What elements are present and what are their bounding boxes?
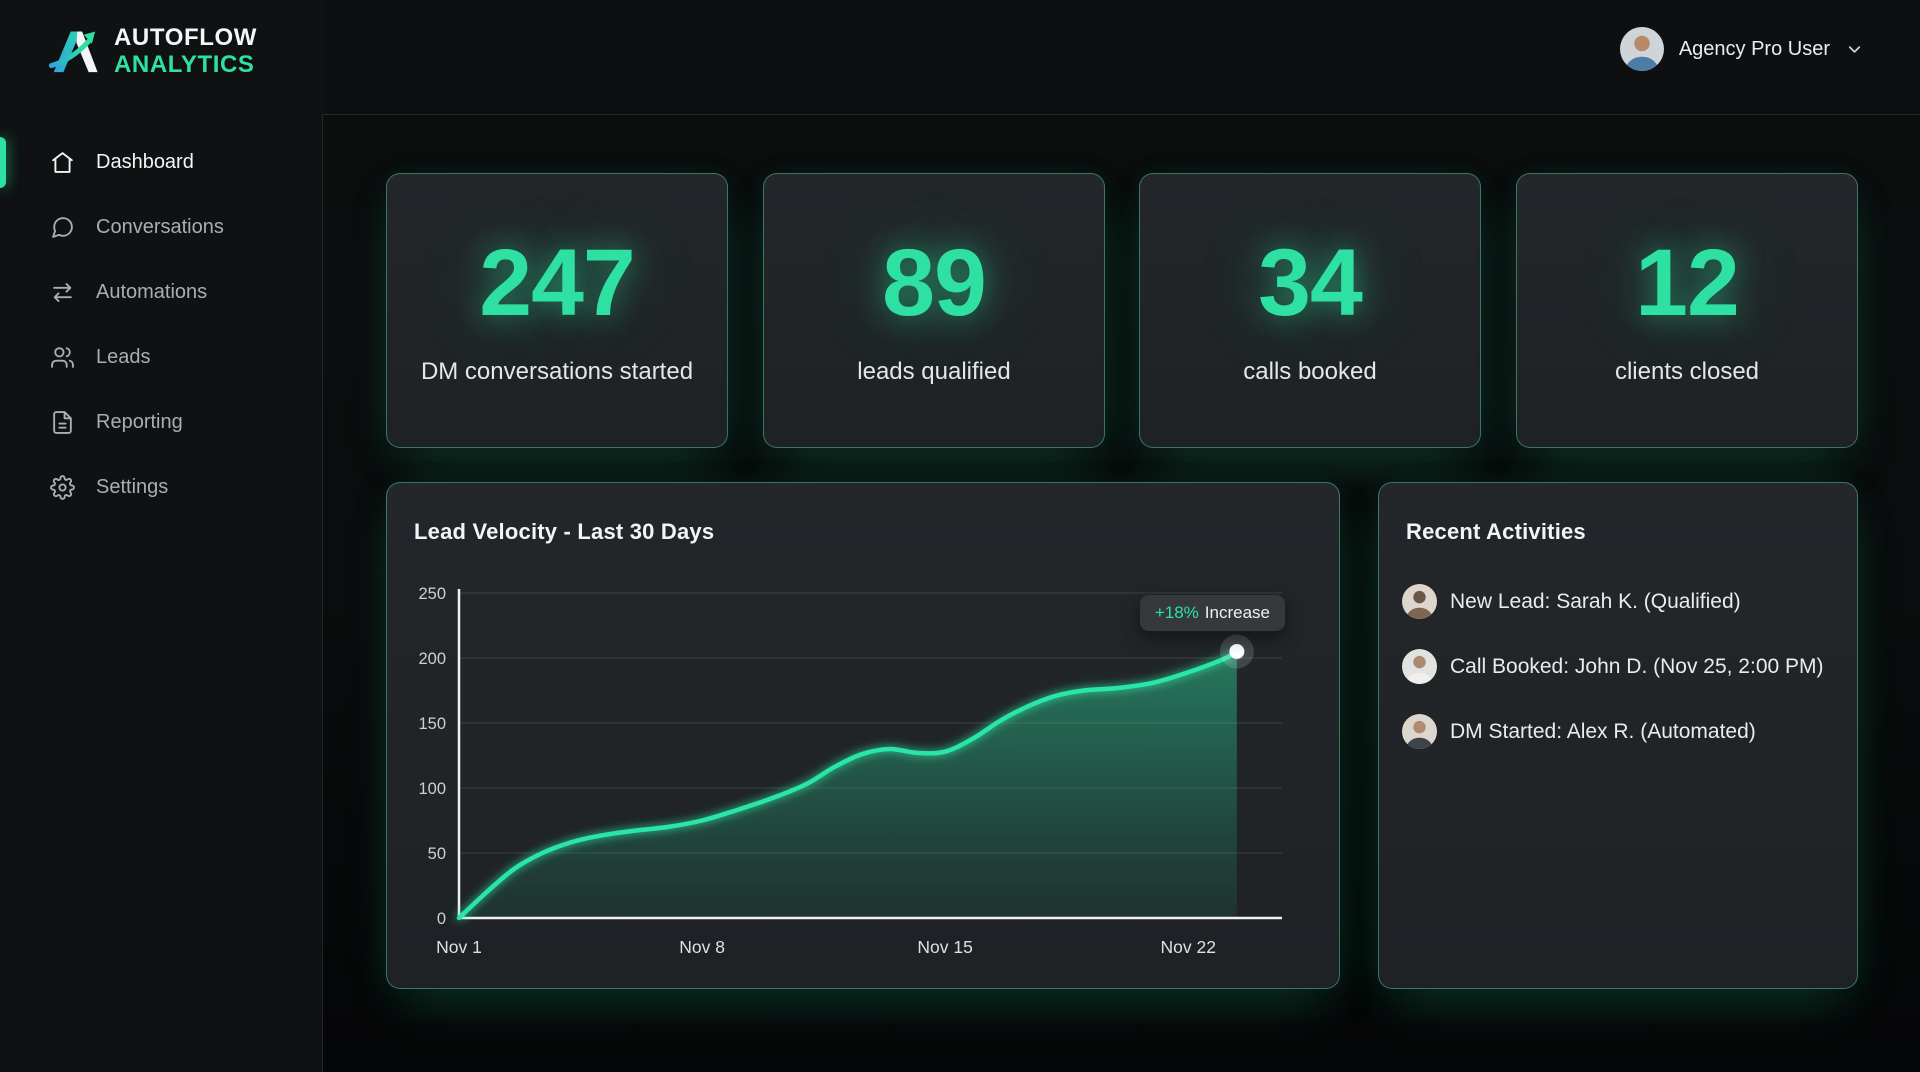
tooltip-label: Increase	[1204, 602, 1270, 622]
sidebar-item-reporting[interactable]: Reporting	[0, 390, 322, 455]
stat-label: DM conversations started	[420, 357, 694, 385]
activity-item: New Lead: Sarah K. (Qualified)	[1402, 569, 1841, 634]
tooltip-highlight: +18%	[1154, 602, 1199, 622]
sidebar-item-label: Conversations	[96, 216, 224, 238]
user-menu[interactable]: Agency Pro User	[1619, 27, 1864, 71]
stat-label: clients closed	[1614, 357, 1760, 385]
activity-avatar	[1402, 714, 1437, 749]
stat-value: 247	[479, 229, 636, 336]
gear-icon	[50, 475, 75, 500]
chart-title: Lead Velocity - Last 30 Days	[414, 519, 715, 544]
activities-title: Recent Activities	[1406, 519, 1586, 544]
stat-value: 89	[882, 229, 987, 336]
stat-card-leads-qualified: 89 leads qualified	[763, 173, 1105, 448]
chart-end-marker[interactable]	[1229, 644, 1245, 659]
svg-text:150: 150	[418, 715, 446, 733]
stat-card-dm-conversations: 247 DM conversations started	[386, 173, 728, 448]
svg-text:0: 0	[437, 910, 446, 928]
recent-activities-card: Recent Activities New Lead: Sarah K. (Qu…	[1378, 482, 1858, 989]
activity-item: Call Booked: John D. (Nov 25, 2:00 PM)	[1402, 634, 1841, 699]
chevron-down-icon	[1848, 45, 1861, 53]
sidebar-item-label: Leads	[96, 346, 151, 368]
document-icon	[53, 411, 72, 434]
user-name: Agency Pro User	[1678, 37, 1830, 60]
svg-text:Nov 1: Nov 1	[436, 937, 482, 957]
stat-label: leads qualified	[857, 357, 1011, 385]
svg-text:250: 250	[418, 585, 446, 603]
sidebar-item-label: Automations	[96, 281, 208, 303]
activity-avatar	[1402, 584, 1437, 619]
stat-value: 12	[1635, 229, 1740, 336]
svg-text:100: 100	[418, 780, 446, 798]
stat-label: calls booked	[1243, 357, 1377, 385]
chart-tooltip: +18% Increase	[1139, 594, 1285, 631]
topbar: Agency Pro User	[322, 0, 1920, 115]
sidebar-item-leads[interactable]: Leads	[0, 325, 322, 390]
sidebar-item-label: Dashboard	[96, 151, 194, 173]
sidebar-item-conversations[interactable]: Conversations	[0, 195, 322, 260]
activity-avatar	[1402, 649, 1437, 684]
user-avatar	[1619, 27, 1664, 71]
stat-value: 34	[1258, 229, 1363, 336]
svg-text:50: 50	[428, 845, 446, 863]
main-content: 247 DM conversations started 89 leads qu…	[322, 114, 1920, 1072]
sidebar: AUTOFLOW ANALYTICS Dashboard Conversatio…	[0, 0, 323, 1072]
sidebar-item-label: Reporting	[96, 411, 183, 433]
activity-text: Call Booked: John D. (Nov 25, 2:00 PM)	[1450, 654, 1824, 678]
sidebar-item-automations[interactable]: Automations	[0, 260, 322, 325]
activity-list: New Lead: Sarah K. (Qualified) Call Book…	[1402, 569, 1841, 764]
users-icon	[51, 347, 74, 368]
sidebar-nav: Dashboard Conversations Automations	[0, 130, 322, 520]
sidebar-item-label: Settings	[96, 476, 169, 498]
home-icon	[52, 152, 73, 173]
activity-text: DM Started: Alex R. (Automated)	[1450, 719, 1756, 743]
arrows-swap-icon	[53, 283, 72, 302]
chat-bubble-icon	[52, 217, 73, 238]
lead-velocity-card: Lead Velocity - Last 30 Days 0 50 100 150 20…	[386, 482, 1340, 989]
svg-text:200: 200	[418, 650, 446, 668]
svg-text:Nov 8: Nov 8	[679, 937, 725, 957]
brand-wordmark: AUTOFLOW ANALYTICS	[114, 24, 257, 78]
activity-text: New Lead: Sarah K. (Qualified)	[1450, 589, 1741, 613]
brand-line2: ANALYTICS	[114, 51, 255, 78]
sidebar-item-dashboard[interactable]: Dashboard	[0, 130, 322, 195]
brand-logo-icon	[48, 31, 98, 73]
sidebar-item-settings[interactable]: Settings	[0, 455, 322, 520]
stat-card-clients-closed: 12 clients closed	[1516, 173, 1858, 448]
svg-text:Nov 15: Nov 15	[917, 937, 972, 957]
stat-card-calls-booked: 34 calls booked	[1139, 173, 1481, 448]
brand-logo: AUTOFLOW ANALYTICS	[48, 24, 257, 78]
lead-velocity-chart: 0 50 100 150 200 250 Nov 1 Nov 8 Nov 15 Nov 22	[418, 585, 1282, 957]
brand-line1: AUTOFLOW	[114, 24, 257, 51]
active-indicator	[0, 137, 6, 188]
svg-text:Nov 22: Nov 22	[1161, 937, 1216, 957]
activity-item: DM Started: Alex R. (Automated)	[1402, 699, 1841, 764]
